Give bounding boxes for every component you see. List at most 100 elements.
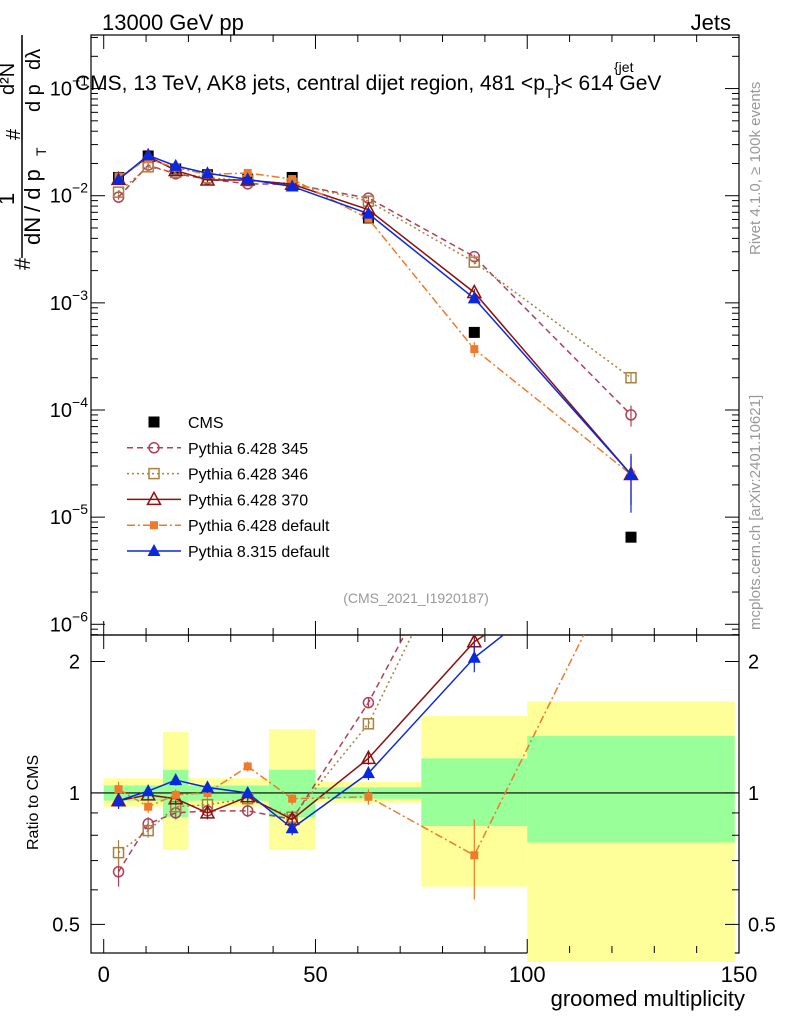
point-pdefault [288, 175, 297, 184]
point-p8 [200, 166, 214, 179]
legend-label: Pythia 6.428 345 [188, 441, 308, 458]
ratio-point-p345 [241, 805, 254, 817]
legend-marker [150, 521, 158, 530]
point-cms [625, 531, 637, 543]
ratio-point-pdefault [144, 802, 153, 811]
rivet-label: Rivet 4.1.0, ≥ 100k events [747, 82, 764, 255]
ratio-point-p8 [361, 766, 375, 779]
y-label-dn: dN [20, 217, 45, 245]
point-p8 [169, 158, 183, 171]
series-p8 [112, 148, 638, 513]
band-inner-bin [527, 736, 735, 843]
header-left: 13000 GeV pp [102, 10, 244, 35]
point-p8 [285, 179, 299, 192]
point-p346 [362, 195, 375, 207]
x-tick-label: 100 [509, 962, 546, 987]
main-axis-ticks: 10−6 10−5 10−4 10−3 10−2 10−1 [50, 35, 740, 636]
y-tick-label: 10−2 [50, 180, 88, 208]
point-p8 [467, 291, 481, 304]
ratio-point-pdefault [171, 790, 180, 799]
plot-title-main: CMS, 13 TeV, AK8 jets, central dijet reg… [75, 72, 545, 95]
ratio-point-p370 [360, 749, 377, 765]
ratio-point-p345 [362, 696, 375, 709]
legend-marker [148, 442, 160, 454]
y-tick-label: 10−5 [50, 501, 88, 529]
ratio-point-p345 [469, 499, 479, 509]
legend-item-p345: Pythia 6.428 345 [127, 441, 308, 458]
x-tick-label: 50 [303, 962, 327, 987]
x-axis-label: groomed multiplicity [551, 986, 745, 1011]
y-label-sub-t: T [33, 147, 49, 156]
ratio-y-tick-label-right: 0.5 [748, 914, 776, 936]
main-series-layer [110, 147, 639, 543]
mcplots-label: mcplots.cern.ch [arXiv:2401.10621] [747, 395, 764, 630]
legend-marker [148, 416, 160, 428]
y-label-dpt: / d p [20, 169, 45, 212]
plot-title-tail: }< 614 GeV [553, 72, 661, 95]
point-p346 [112, 186, 125, 198]
point-p8 [361, 206, 375, 219]
ratio-uncertainty-bands [103, 701, 735, 963]
ratio-series-layer [110, 137, 636, 900]
point-p8 [624, 467, 638, 480]
band-inner-bin [421, 758, 528, 827]
y-label-dl: dλ [23, 49, 45, 70]
ratio-point-pdefault [288, 794, 297, 803]
series-p346 [112, 161, 637, 384]
ratio-y-tick-label: 1 [69, 783, 80, 805]
ratio-panel-frame [90, 634, 740, 954]
legend-marker [146, 490, 162, 506]
ratio-point-p370 [199, 804, 216, 819]
legend-marker [148, 467, 160, 480]
y-tick-label: 10−3 [50, 287, 88, 315]
ratio-point-p346 [469, 503, 479, 513]
legend-label: Pythia 8.315 default [188, 544, 330, 561]
legend-item-p370: Pythia 6.428 370 [127, 490, 308, 509]
ratio-y-tick-label-right: 1 [748, 783, 759, 805]
ratio-point-p346 [626, 137, 636, 147]
y-label-hash-1: # [10, 257, 35, 270]
series-line-p346 [118, 166, 632, 379]
y-label-hash-2: # [3, 128, 25, 140]
main-y-axis-label: 1 # dN / d p T d²N # d p dλ [0, 35, 49, 270]
ratio-point-p8 [169, 773, 183, 786]
point-p8 [241, 172, 255, 185]
ratio-point-p8 [241, 785, 255, 798]
point-p8 [112, 172, 126, 185]
point-cms [468, 326, 480, 338]
ratio-y-tick-label: 2 [69, 652, 80, 674]
x-tick-label: 150 [721, 962, 758, 987]
point-p370 [199, 171, 216, 186]
ratio-point-p346 [142, 824, 154, 837]
y-label-d2n: d²N [0, 63, 19, 95]
y-label-one: 1 [0, 193, 19, 205]
ratio-series-p8 [112, 635, 505, 836]
ratio-point-p345 [112, 865, 125, 878]
ratio-point-pdefault [364, 792, 373, 801]
point-pdefault [364, 214, 373, 223]
ratio-point-p345 [626, 287, 636, 297]
y-tick-label: 10−1 [50, 73, 88, 101]
analysis-id: (CMS_2021_I1920187) [343, 590, 489, 606]
ratio-point-p346 [362, 718, 375, 730]
legend-item-cms: CMS [148, 415, 224, 432]
legend-label: CMS [188, 415, 224, 432]
series-p345 [112, 159, 637, 427]
ratio-point-pdefault [243, 762, 252, 771]
ratio-y-tick-label: 0.5 [52, 914, 80, 936]
legend-label: Pythia 6.428 default [188, 518, 330, 535]
y-label-dptdl: d p [23, 84, 45, 112]
point-p346 [468, 256, 481, 268]
ratio-point-p8 [467, 650, 481, 663]
legend-label: Pythia 6.428 370 [188, 492, 308, 509]
series-line-p345 [117, 164, 632, 416]
point-p346 [625, 371, 637, 384]
ratio-point-p346 [112, 846, 125, 859]
legend-item-pdefault: Pythia 6.428 default [127, 518, 330, 535]
point-pdefault [470, 345, 479, 354]
legend-label: Pythia 6.428 346 [188, 467, 308, 484]
x-tick-label: 0 [98, 962, 110, 987]
plot-title-sup: {jet [614, 59, 634, 75]
ratio-point-p8 [200, 780, 214, 793]
